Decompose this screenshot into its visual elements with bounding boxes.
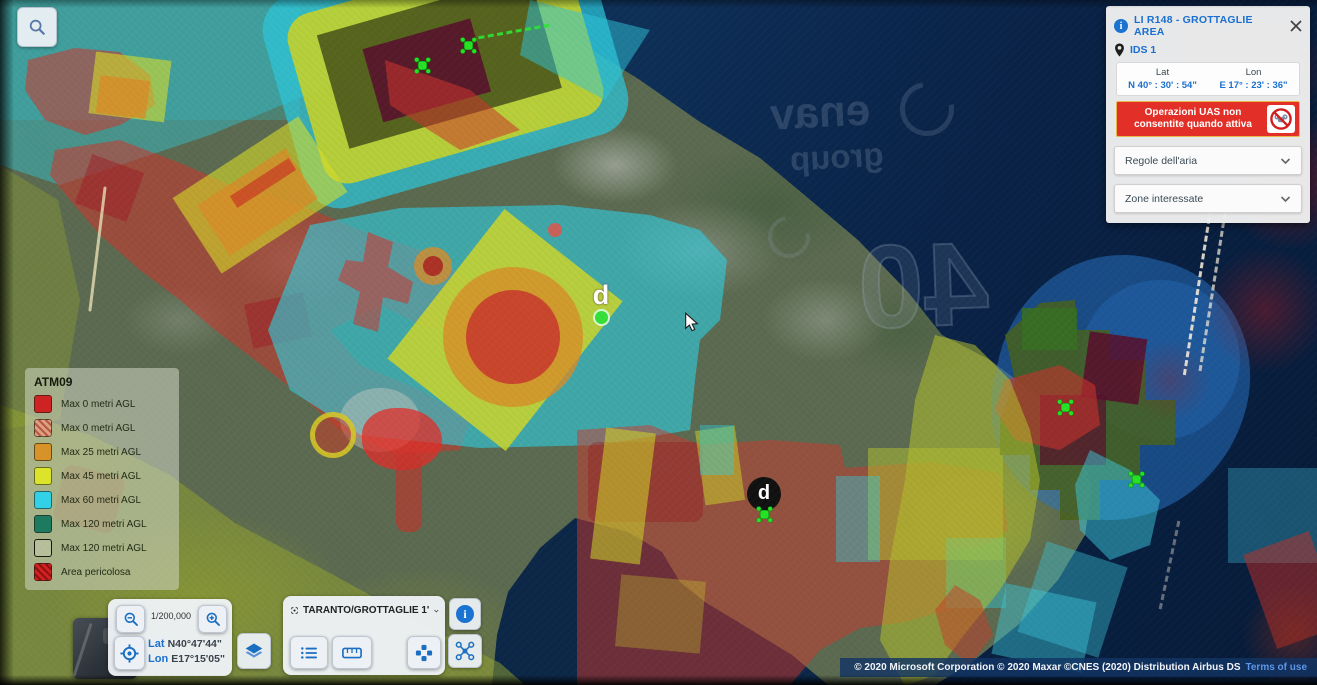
zone-lat-label: Lat	[1155, 67, 1170, 78]
zone-subtitle: IDS 1	[1130, 44, 1157, 56]
lat-value: N40°47'44"	[167, 638, 222, 650]
no-drone-icon	[1267, 105, 1295, 133]
accordion-regole-aria[interactable]: Regole dell'aria	[1114, 146, 1302, 175]
zone-lon-value: E 17° : 23' : 36"	[1219, 80, 1288, 91]
info-icon: i	[456, 605, 474, 623]
zone-title: LI R148 - GROTTAGLIE AREA	[1134, 14, 1253, 38]
location-name: TARANTO/GROTTAGLIE 1'	[303, 605, 430, 616]
legend-chip-orange	[34, 443, 52, 461]
search-button[interactable]	[17, 7, 57, 47]
legend-item: Max 0 metri AGL	[34, 419, 170, 437]
drone-marker[interactable]	[459, 36, 478, 55]
zoom-coords-panel: 1/200,000 Lat N40°47'44" Lon E17°15'05"	[108, 599, 232, 676]
info-icon: i	[1114, 19, 1128, 33]
dflight-marker[interactable]: d	[588, 282, 614, 326]
drone-marker[interactable]	[413, 56, 432, 75]
legend-chip-danger	[34, 563, 52, 581]
pad-button[interactable]	[407, 636, 441, 669]
chevron-down-icon	[1280, 195, 1291, 202]
zoom-out-button[interactable]	[116, 605, 145, 633]
location-toolbar: TARANTO/GROTTAGLIE 1'	[283, 596, 445, 675]
zone-grott-green	[1022, 308, 1077, 350]
zone-orange-sq	[95, 75, 151, 119]
map-attribution: © 2020 Microsoft Corporation © 2020 Maxa…	[854, 662, 1241, 673]
layers-icon	[245, 643, 263, 658]
legend-chip-outline	[34, 539, 52, 557]
dflight-dot-icon	[592, 309, 610, 326]
accordion-zone-interessate[interactable]: Zone interessate	[1114, 184, 1302, 213]
watermark-group: group	[789, 135, 885, 178]
drone-marker[interactable]	[755, 505, 774, 524]
list-icon	[301, 646, 317, 659]
lon-label: Lon	[148, 653, 169, 665]
location-selector[interactable]: TARANTO/GROTTAGLIE 1'	[291, 603, 439, 618]
zone-coordinates: Lat N 40° : 30' : 54" Lon E 17° : 23' : 36…	[1116, 62, 1300, 96]
zoom-out-icon	[124, 612, 138, 626]
legend-item: Max 25 metri AGL	[34, 443, 170, 461]
drone-tools-button[interactable]	[448, 634, 482, 668]
zoom-in-button[interactable]	[198, 605, 227, 633]
legend-chip-teal	[34, 515, 52, 533]
legend-item: Max 120 metri AGL	[34, 515, 170, 533]
layers-button[interactable]	[237, 633, 271, 669]
chevron-down-icon	[434, 609, 439, 613]
uas-warning-text: Operazioni UAS non consentite quando att…	[1134, 106, 1252, 131]
viewfinder-icon	[291, 607, 298, 614]
terms-of-use-link[interactable]: Terms of use	[1245, 662, 1308, 673]
dflight-marker-badge[interactable]: d	[746, 477, 782, 524]
zone-info-card: i LI R148 - GROTTAGLIE AREA IDS 1 Lat N 4…	[1106, 6, 1310, 223]
ruler-icon	[342, 647, 362, 658]
legend-chip-red	[34, 395, 52, 413]
pin-icon	[1115, 43, 1124, 57]
zone-lat-value: N 40° : 30' : 54"	[1128, 80, 1197, 91]
legend-item: Area pericolosa	[34, 563, 170, 581]
chevron-down-icon	[1280, 157, 1291, 164]
search-icon	[29, 19, 45, 35]
zone-lon-label: Lon	[1245, 67, 1262, 78]
legend-panel: ATM09 Max 0 metri AGL Max 0 metri AGL Ma…	[25, 368, 179, 590]
zone-yellow-patch-b3	[615, 574, 706, 654]
dflight-d-icon: d	[592, 280, 610, 310]
target-icon	[120, 643, 139, 663]
drone-marker[interactable]	[1056, 398, 1075, 417]
legend-item: Max 45 metri AGL	[34, 467, 170, 485]
zoom-in-icon	[206, 612, 220, 626]
measure-button[interactable]	[332, 636, 372, 669]
mouse-cursor	[684, 312, 699, 333]
uas-warning-banner: Operazioni UAS non consentite quando att…	[1116, 101, 1300, 137]
attribution-bar: © 2020 Microsoft Corporation © 2020 Maxa…	[840, 658, 1317, 677]
close-icon[interactable]	[1290, 20, 1302, 32]
watermark-enav-logo	[889, 71, 965, 147]
zone-cyan-b1	[836, 476, 880, 562]
zone-yellow-ring	[310, 412, 356, 458]
legend-chip-cyan	[34, 491, 52, 509]
zone-cyan-b4	[700, 425, 734, 475]
legend-item: Max 0 metri AGL	[34, 395, 170, 413]
zone-target-red	[466, 290, 560, 384]
lat-label: Lat	[148, 638, 165, 650]
dpad-icon	[415, 644, 433, 661]
lon-value: E17°15'05"	[171, 653, 225, 665]
drone-icon	[455, 641, 475, 661]
map-info-button[interactable]: i	[449, 598, 481, 630]
legend-chip-yellow	[34, 467, 52, 485]
watermark-enav: enav	[768, 85, 872, 140]
zone-ring-small-core	[423, 256, 443, 276]
zone-red-drip	[396, 452, 422, 532]
legend-title: ATM09	[34, 375, 73, 389]
zone-red-dot	[548, 223, 562, 237]
reflection-light-line-3	[1158, 520, 1181, 610]
list-button[interactable]	[290, 636, 328, 669]
legend-item: Max 60 metri AGL	[34, 491, 170, 509]
locate-button[interactable]	[114, 636, 145, 670]
drone-marker[interactable]	[1127, 470, 1146, 489]
legend-chip-hatched	[34, 419, 52, 437]
legend-item: Max 120 metri AGL	[34, 539, 170, 557]
dflight-badge-icon: d	[747, 477, 781, 511]
map-scale: 1/200,000	[150, 611, 192, 621]
